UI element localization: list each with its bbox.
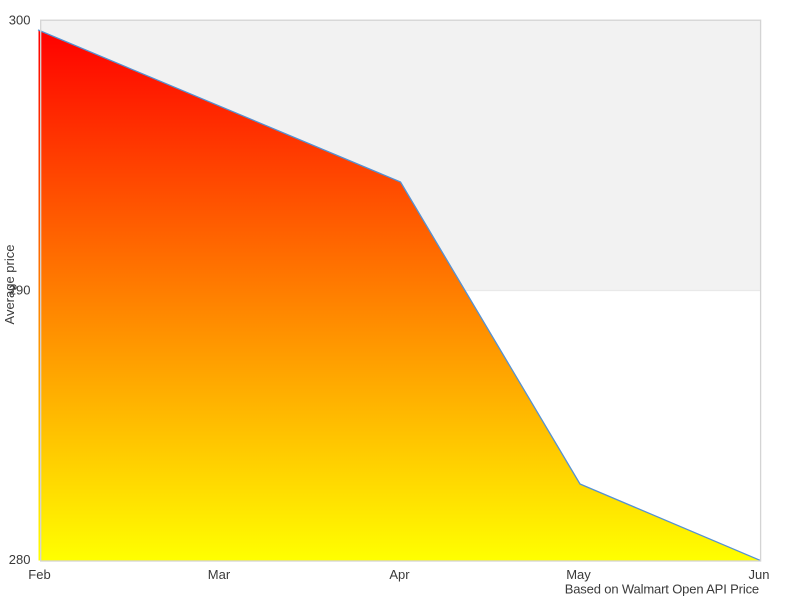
- svg-text:290: 290: [9, 283, 31, 298]
- svg-text:300: 300: [9, 13, 31, 28]
- svg-text:Mar: Mar: [208, 567, 231, 582]
- svg-text:May: May: [566, 567, 591, 582]
- svg-text:Jun: Jun: [749, 567, 770, 582]
- svg-text:Average price: Average price: [2, 245, 17, 325]
- svg-text:Based on Walmart Open API Pric: Based on Walmart Open API Price: [565, 582, 759, 597]
- svg-text:280: 280: [9, 552, 31, 567]
- svg-text:Feb: Feb: [28, 567, 50, 582]
- svg-text:Apr: Apr: [389, 567, 410, 582]
